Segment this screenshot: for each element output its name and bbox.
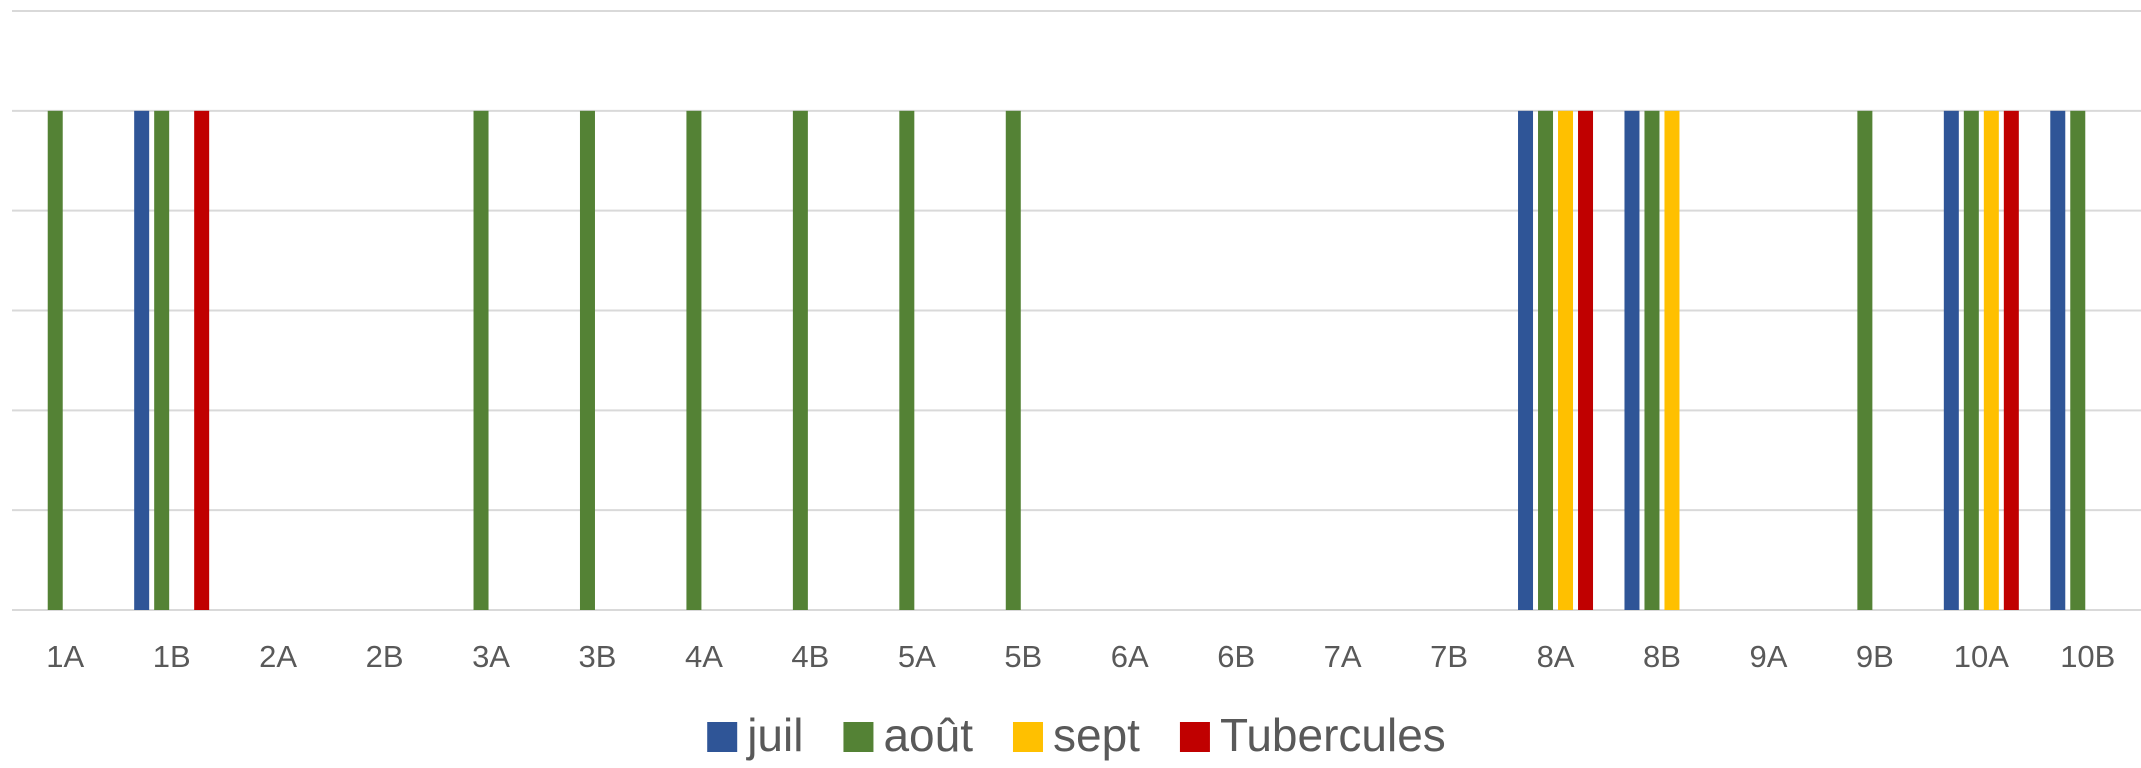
legend-swatch xyxy=(843,722,874,752)
bar xyxy=(1578,110,1594,610)
legend-label: août xyxy=(883,709,973,761)
x-tick-label: 5B xyxy=(1004,639,1042,674)
bar xyxy=(1857,110,1873,610)
x-tick-label: 5A xyxy=(898,639,936,674)
legend-label: Tubercules xyxy=(1220,709,1446,761)
bar xyxy=(2003,110,2019,610)
bar xyxy=(1963,110,1979,610)
legend-swatch xyxy=(1012,722,1043,752)
x-tick-label: 6B xyxy=(1217,639,1255,674)
x-tick-label: 9B xyxy=(1856,639,1894,674)
x-tick-label: 2B xyxy=(366,639,404,674)
x-tick-label: 1B xyxy=(153,639,191,674)
bar xyxy=(194,110,210,610)
legend-label: juil xyxy=(745,709,803,761)
legend-label: sept xyxy=(1053,709,1140,761)
bar xyxy=(2050,110,2066,610)
bar xyxy=(154,110,170,610)
bar xyxy=(473,110,489,610)
x-tick-label: 8B xyxy=(1643,639,1681,674)
bar xyxy=(1624,110,1640,610)
x-tick-label: 9A xyxy=(1749,639,1787,674)
bar xyxy=(579,110,595,610)
x-tick-label: 2A xyxy=(259,639,297,674)
x-tick-label: 4B xyxy=(791,639,829,674)
bar xyxy=(1983,110,1999,610)
bar xyxy=(792,110,808,610)
x-tick-label: 10B xyxy=(2060,639,2115,674)
legend-swatch xyxy=(707,722,738,752)
bar xyxy=(1538,110,1554,610)
bar xyxy=(134,110,150,610)
bar xyxy=(1664,110,1680,610)
bar xyxy=(899,110,915,610)
bar xyxy=(1005,110,1021,610)
x-tick-label: 10A xyxy=(1954,639,2009,674)
bar xyxy=(1518,110,1534,610)
legend-swatch xyxy=(1179,722,1210,752)
x-tick-label: 4A xyxy=(685,639,723,674)
bar xyxy=(47,110,63,610)
bar xyxy=(1644,110,1660,610)
bar xyxy=(1558,110,1574,610)
x-tick-label: 8A xyxy=(1537,639,1575,674)
bar xyxy=(686,110,702,610)
x-tick-label: 1A xyxy=(46,639,84,674)
bar xyxy=(1943,110,1959,610)
x-tick-label: 7A xyxy=(1324,639,1362,674)
x-tick-label: 3A xyxy=(472,639,510,674)
x-tick-label: 6A xyxy=(1111,639,1149,674)
x-tick-label: 3B xyxy=(579,639,617,674)
bar xyxy=(2070,110,2086,610)
x-tick-label: 7B xyxy=(1430,639,1468,674)
